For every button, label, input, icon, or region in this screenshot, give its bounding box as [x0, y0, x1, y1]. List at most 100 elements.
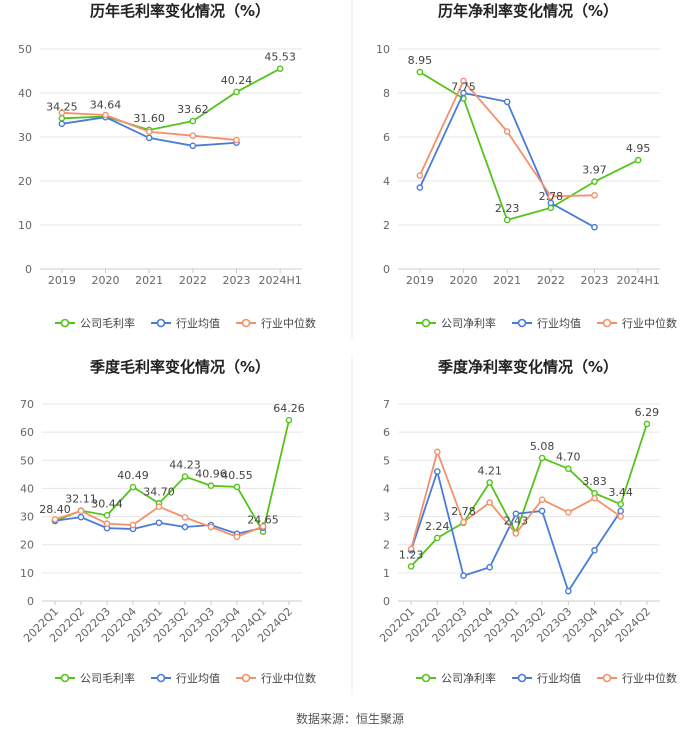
data-point[interactable]	[503, 128, 511, 135]
data-point[interactable]	[460, 572, 467, 579]
legend-label: 行业中位数	[261, 316, 316, 330]
data-point[interactable]	[617, 500, 625, 508]
data-point[interactable]	[77, 513, 85, 521]
data-point[interactable]	[207, 523, 215, 531]
data-point[interactable]	[155, 503, 163, 511]
data-point[interactable]	[416, 172, 424, 179]
data-point[interactable]	[486, 563, 494, 571]
data-point[interactable]	[407, 563, 415, 570]
data-point[interactable]	[407, 545, 415, 553]
data-point[interactable]	[233, 136, 240, 144]
data-point[interactable]	[189, 132, 197, 139]
data-point[interactable]	[145, 128, 153, 136]
data-label: 31.60	[133, 112, 165, 125]
data-point[interactable]	[565, 587, 572, 595]
x-tick-label: 2021	[493, 274, 521, 287]
data-point[interactable]	[233, 533, 241, 541]
data-point[interactable]	[503, 216, 511, 224]
data-point[interactable]	[181, 523, 189, 531]
data-point[interactable]	[103, 512, 111, 519]
data-point[interactable]	[634, 156, 642, 164]
legend-item[interactable]: 行业中位数	[236, 671, 316, 685]
data-point[interactable]	[207, 482, 215, 490]
chart-title: 季度净利率变化情况（%）	[438, 358, 618, 376]
data-point[interactable]	[433, 468, 441, 475]
data-point[interactable]	[512, 510, 520, 518]
data-point[interactable]	[460, 518, 467, 526]
data-label: 28.40	[39, 503, 71, 516]
data-point[interactable]	[58, 120, 66, 128]
data-point[interactable]	[503, 98, 511, 106]
data-point[interactable]	[547, 193, 555, 200]
data-point[interactable]	[276, 65, 284, 72]
data-point[interactable]	[617, 513, 625, 520]
chart-title: 历年毛利率变化情况（%）	[90, 2, 270, 20]
y-tick-label: 0	[383, 595, 390, 608]
data-point[interactable]	[102, 111, 109, 119]
data-point[interactable]	[285, 416, 293, 424]
data-point[interactable]	[145, 134, 153, 142]
data-point[interactable]	[189, 117, 197, 125]
y-tick-label: 20	[20, 539, 34, 552]
data-point[interactable]	[565, 465, 572, 473]
x-tick-label: 2022	[179, 274, 207, 287]
data-point[interactable]	[233, 88, 240, 96]
data-point[interactable]	[58, 115, 66, 122]
data-point[interactable]	[538, 507, 546, 515]
data-point[interactable]	[591, 223, 598, 231]
data-label: 45.53	[264, 51, 296, 64]
data-point[interactable]	[538, 454, 546, 462]
data-point[interactable]	[416, 184, 424, 191]
legend-item[interactable]: 行业均值	[512, 672, 581, 685]
legend-label: 行业均值	[176, 672, 220, 685]
data-point[interactable]	[433, 534, 441, 542]
data-point[interactable]	[181, 473, 189, 480]
x-tick-label: 2020	[92, 274, 120, 287]
data-point[interactable]	[512, 530, 520, 537]
data-point[interactable]	[565, 509, 572, 516]
legend-item[interactable]: 公司净利率	[416, 671, 496, 685]
data-label: 3.97	[582, 164, 607, 177]
data-point[interactable]	[77, 507, 85, 515]
data-point[interactable]	[233, 483, 241, 491]
data-point[interactable]	[155, 519, 163, 527]
data-point[interactable]	[591, 178, 598, 185]
data-point[interactable]	[433, 448, 441, 456]
data-point[interactable]	[486, 479, 494, 486]
legend-item[interactable]: 公司毛利率	[55, 671, 135, 685]
data-point[interactable]	[591, 547, 598, 554]
data-point[interactable]	[460, 89, 467, 97]
data-point[interactable]	[591, 494, 598, 502]
data-point[interactable]	[51, 516, 59, 523]
data-point[interactable]	[103, 520, 111, 527]
data-point[interactable]	[181, 514, 189, 521]
data-label: 30.44	[91, 497, 123, 510]
legend-item[interactable]: 行业中位数	[597, 671, 677, 685]
data-point[interactable]	[189, 142, 197, 150]
legend-marker	[421, 673, 431, 683]
data-point[interactable]	[486, 499, 494, 506]
data-point[interactable]	[259, 523, 267, 530]
data-point[interactable]	[547, 199, 555, 207]
data-point[interactable]	[416, 68, 424, 76]
legend-item[interactable]: 行业均值	[151, 317, 220, 330]
legend-item[interactable]: 行业均值	[151, 672, 220, 685]
data-label: 40.55	[221, 469, 253, 482]
data-point[interactable]	[58, 109, 66, 117]
legend-item[interactable]: 行业均值	[512, 317, 581, 330]
data-label: 2.43	[504, 515, 529, 528]
legend-marker	[241, 318, 251, 328]
data-point[interactable]	[129, 521, 137, 529]
legend-marker	[602, 673, 612, 683]
legend-item[interactable]: 公司净利率	[416, 316, 496, 330]
data-point[interactable]	[643, 420, 651, 428]
legend-item[interactable]: 行业中位数	[236, 316, 316, 330]
legend-item[interactable]: 公司毛利率	[55, 316, 135, 330]
legend-item[interactable]: 行业中位数	[597, 316, 677, 330]
data-point[interactable]	[538, 496, 546, 503]
data-point[interactable]	[129, 483, 137, 491]
y-tick-label: 70	[20, 398, 34, 411]
data-point[interactable]	[591, 191, 598, 199]
data-point[interactable]	[460, 77, 467, 85]
data-point[interactable]	[617, 507, 625, 515]
